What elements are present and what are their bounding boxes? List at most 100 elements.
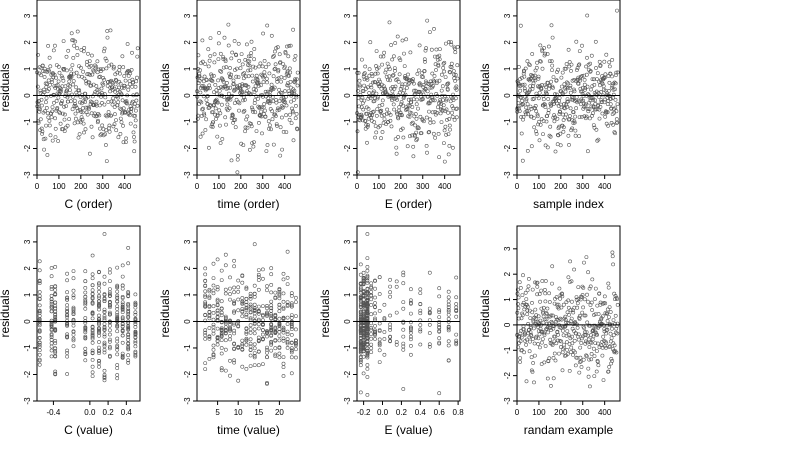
data-point xyxy=(78,118,83,123)
data-point xyxy=(37,362,42,367)
data-point xyxy=(201,86,206,91)
data-point xyxy=(588,116,592,121)
data-point xyxy=(597,291,602,296)
data-point xyxy=(53,284,58,289)
data-point xyxy=(37,268,42,273)
data-point xyxy=(278,60,283,65)
data-point xyxy=(43,109,47,114)
data-point xyxy=(582,326,587,331)
data-point xyxy=(565,80,569,85)
data-point xyxy=(423,48,428,53)
data-point xyxy=(105,35,110,40)
data-point xyxy=(609,336,614,341)
data-point xyxy=(401,270,406,275)
data-point xyxy=(445,118,449,122)
data-point xyxy=(281,361,286,366)
data-point xyxy=(585,107,590,111)
data-point xyxy=(123,109,128,114)
data-point xyxy=(537,292,542,296)
data-point xyxy=(285,341,290,346)
data-point xyxy=(115,343,120,348)
data-point xyxy=(579,99,584,104)
data-point xyxy=(380,130,385,134)
data-point xyxy=(209,74,214,79)
data-point xyxy=(525,102,530,107)
data-point xyxy=(373,323,377,328)
data-point xyxy=(215,134,220,139)
data-point xyxy=(403,92,408,97)
data-point xyxy=(551,102,556,106)
data-point xyxy=(409,100,414,105)
data-point xyxy=(594,66,598,70)
data-point xyxy=(215,318,220,323)
data-point xyxy=(432,54,437,59)
data-point xyxy=(379,113,384,118)
data-point xyxy=(265,334,269,339)
data-point xyxy=(584,64,589,69)
data-point xyxy=(277,290,282,294)
data-point xyxy=(543,51,548,56)
data-point xyxy=(45,153,50,157)
data-point xyxy=(219,69,224,74)
data-point xyxy=(437,336,442,341)
data-point xyxy=(291,27,296,32)
plot-frame xyxy=(36,0,141,176)
y-tick-label: -3 xyxy=(343,397,352,405)
data-point xyxy=(118,131,123,136)
data-point xyxy=(117,68,122,73)
data-point xyxy=(531,326,536,331)
data-point xyxy=(65,322,70,326)
data-point xyxy=(285,315,290,320)
x-tick-label: 10 xyxy=(234,408,243,417)
data-point xyxy=(47,55,52,60)
data-point xyxy=(278,125,283,130)
data-point xyxy=(120,316,125,321)
y-tick-label: 2 xyxy=(23,266,32,271)
y-tick-label: 2 xyxy=(503,271,512,276)
data-point xyxy=(553,334,558,339)
data-point xyxy=(437,286,442,291)
data-point xyxy=(79,65,83,70)
data-point xyxy=(556,332,561,337)
data-point xyxy=(454,115,459,120)
data-point xyxy=(128,71,133,76)
data-point xyxy=(203,266,208,271)
data-point xyxy=(602,59,607,64)
data-point xyxy=(536,122,541,127)
data-point xyxy=(67,84,72,89)
data-point xyxy=(583,341,588,346)
data-point xyxy=(411,144,416,149)
data-point xyxy=(585,340,590,345)
data-point xyxy=(447,117,452,121)
data-point xyxy=(71,295,76,300)
data-point xyxy=(425,89,430,94)
data-point xyxy=(54,99,59,103)
data-point xyxy=(365,317,370,322)
data-point xyxy=(615,331,620,336)
data-point xyxy=(97,295,101,300)
data-point xyxy=(232,331,237,336)
data-point xyxy=(368,113,372,118)
data-point xyxy=(247,147,252,152)
data-point xyxy=(585,84,590,89)
data-point xyxy=(603,97,607,102)
data-point xyxy=(552,351,557,356)
plot-frame xyxy=(516,225,621,402)
data-point xyxy=(254,88,259,93)
data-point xyxy=(591,97,596,102)
data-point xyxy=(382,330,387,334)
data-point xyxy=(215,342,220,347)
data-point xyxy=(577,370,582,375)
data-point xyxy=(108,292,112,297)
data-point xyxy=(90,316,95,321)
data-point xyxy=(598,63,603,68)
data-point xyxy=(412,88,417,93)
data-point xyxy=(399,112,404,117)
data-point xyxy=(365,346,370,351)
data-point xyxy=(269,299,274,304)
data-point xyxy=(90,72,95,77)
data-point xyxy=(591,323,596,328)
data-point xyxy=(92,69,97,74)
data-point xyxy=(584,72,589,77)
